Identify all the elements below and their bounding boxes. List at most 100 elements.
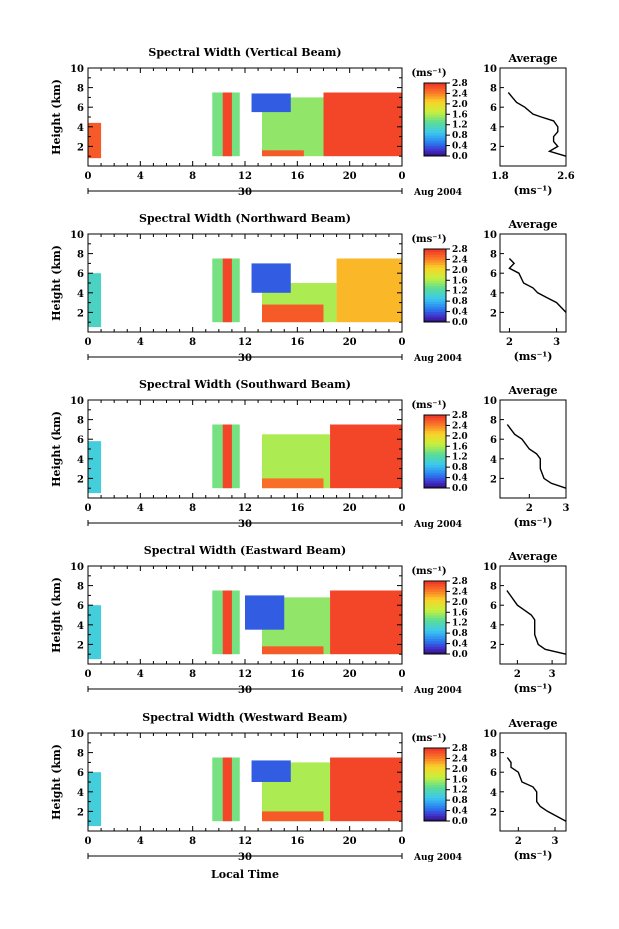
colorbar-cell (424, 454, 446, 458)
day-label: 30 (238, 353, 252, 364)
colorbar-cell (424, 753, 446, 757)
colorbar-cell (424, 124, 446, 128)
average-profile-line (506, 757, 567, 822)
colorbar-cell (424, 596, 446, 600)
y-tick-label: 8 (77, 84, 84, 95)
colorbar-frame (423, 747, 447, 822)
average-x-tick-label: 2 (526, 503, 533, 514)
colorbar-cell (424, 485, 446, 489)
average-y-tick-label: 8 (490, 416, 497, 427)
colorbar-cell (424, 256, 446, 260)
heatmap-cell (88, 273, 102, 328)
colorbar-cell (424, 127, 446, 131)
average-profile-line (507, 92, 567, 157)
average-title: Average (507, 52, 557, 65)
heatmap-cell (88, 122, 102, 159)
heatmap-cell (330, 590, 402, 655)
colorbar-tick-label: 1.6 (452, 775, 468, 785)
colorbar-cell (424, 784, 446, 788)
colorbar-tick-label: 2.4 (452, 89, 468, 99)
panel-title: Spectral Width (Vertical Beam) (148, 46, 341, 59)
y-tick-label: 2 (77, 474, 84, 485)
colorbar-cell (424, 469, 446, 473)
colorbar-cell (424, 813, 446, 817)
colorbar-cell (424, 275, 446, 279)
colorbar-label: (ms⁻¹) (411, 68, 446, 79)
x-tick-label: 16 (290, 836, 304, 847)
colorbar-cell (424, 648, 446, 652)
colorbar-cell (424, 781, 446, 785)
colorbar-cell (424, 609, 446, 613)
colorbar-cell (424, 604, 446, 608)
y-tick-label: 10 (70, 64, 84, 75)
heatmap-cell (262, 811, 324, 822)
heatmap-cell (245, 595, 285, 630)
panel-title: Spectral Width (Eastward Beam) (144, 544, 346, 557)
heatmap-cell (222, 92, 232, 157)
colorbar-cell (424, 456, 446, 460)
colorbar-cell (424, 779, 446, 783)
average-x-label: (ms⁻¹) (514, 184, 553, 197)
heatmap-cell (262, 304, 324, 323)
x-tick-label: 8 (189, 669, 196, 680)
x-tick-label: 4 (137, 337, 144, 348)
average-y-tick-label: 2 (490, 474, 497, 485)
heatmap-cell (222, 757, 232, 822)
heatmap-cell (262, 478, 324, 489)
colorbar-tick-label: 1.6 (452, 608, 468, 618)
colorbar-cell (424, 254, 446, 258)
x-tick-label: 0 (85, 337, 92, 348)
colorbar-cell (424, 114, 446, 118)
x-tick-label: 4 (137, 171, 144, 182)
colorbar-cell (424, 789, 446, 793)
colorbar-tick-label: 2.8 (452, 245, 468, 255)
y-tick-label: 10 (70, 396, 84, 407)
average-x-tick-label: 3 (553, 337, 560, 348)
colorbar-cell (424, 116, 446, 120)
colorbar-cell (424, 441, 446, 445)
x-tick-label: 12 (238, 836, 252, 847)
x-tick-label: 20 (343, 836, 357, 847)
y-tick-label: 10 (70, 562, 84, 573)
colorbar-cell (424, 438, 446, 442)
average-y-tick-label: 4 (490, 455, 497, 466)
y-axis-label: Height (km) (50, 79, 63, 155)
panel-2: Spectral Width (Northward Beam) 2 4 6 8 10 Hei… (50, 212, 567, 364)
colorbar-cell (424, 792, 446, 796)
date-label: Aug 2004 (413, 853, 462, 863)
colorbar-cell (424, 314, 446, 318)
average-y-tick-label: 8 (490, 250, 497, 261)
heatmap-cell (251, 760, 291, 782)
colorbar-cell (424, 93, 446, 97)
colorbar-cell (424, 303, 446, 307)
colorbar-cell (424, 748, 446, 752)
y-tick-label: 4 (77, 621, 84, 632)
colorbar-tick-label: 1.2 (452, 619, 468, 629)
colorbar-tick-label: 2.8 (452, 577, 468, 587)
x-tick-label: 20 (343, 669, 357, 680)
colorbar-cell (424, 269, 446, 273)
colorbar-cell (424, 643, 446, 647)
colorbar-cell (424, 451, 446, 455)
colorbar-cell (424, 761, 446, 765)
colorbar-cell (424, 482, 446, 486)
colorbar-cell (424, 135, 446, 139)
heatmap-cell (323, 92, 402, 157)
day-label: 30 (238, 519, 252, 530)
colorbar-cell (424, 763, 446, 767)
colorbar-cell (424, 103, 446, 107)
average-frame (499, 233, 567, 333)
date-label: Aug 2004 (413, 188, 462, 198)
heatmap-cell (251, 263, 291, 293)
colorbar-cell (424, 277, 446, 281)
colorbar-cell (424, 85, 446, 89)
average-profile-line (506, 590, 567, 655)
y-tick-label: 10 (70, 230, 84, 241)
y-tick-label: 6 (77, 435, 84, 446)
y-tick-label: 8 (77, 749, 84, 760)
colorbar-cell (424, 633, 446, 637)
colorbar-tick-label: 1.6 (452, 110, 468, 120)
colorbar-cell (424, 446, 446, 450)
colorbar-cell (424, 815, 446, 819)
